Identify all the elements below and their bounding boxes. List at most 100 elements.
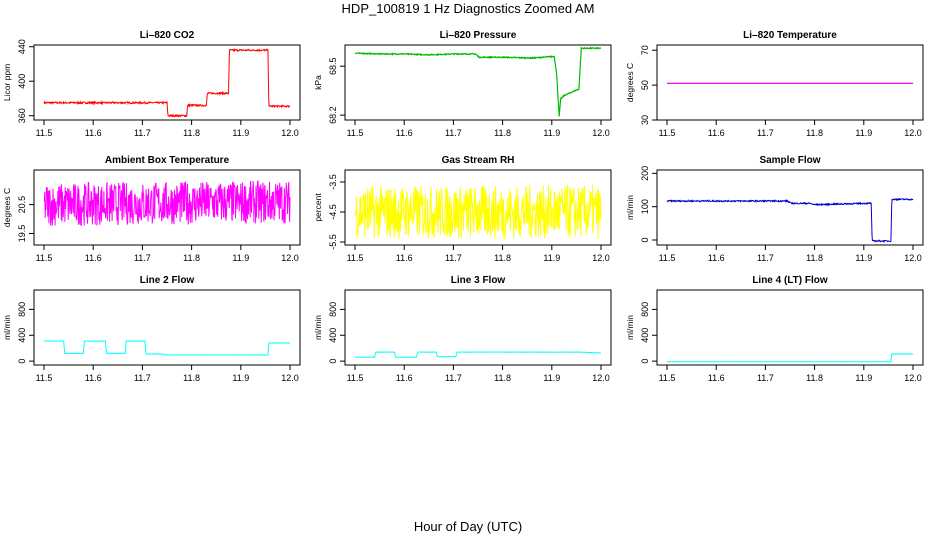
figure-xlabel: Hour of Day (UTC) — [414, 519, 522, 534]
y-axis-label: degrees C — [625, 63, 635, 102]
y-tick-label: 70 — [640, 45, 650, 55]
y-tick-label: 0 — [640, 237, 650, 242]
x-tick-label: 11.7 — [757, 128, 774, 138]
panel-title: Li–820 Pressure — [440, 30, 517, 41]
plot-frame — [33, 44, 301, 121]
x-tick-label: 11.8 — [494, 253, 511, 263]
y-axis-label: Licor ppm — [2, 64, 12, 101]
panel-title: Line 4 (LT) Flow — [752, 275, 828, 286]
y-tick-label: 800 — [640, 302, 650, 317]
y-tick-label: 400 — [328, 328, 338, 343]
x-tick-label: 11.8 — [183, 253, 200, 263]
x-tick-label: 11.8 — [494, 373, 511, 383]
figure-title: HDP_100819 1 Hz Diagnostics Zoomed AM — [342, 1, 595, 16]
y-tick-label: 440 — [17, 39, 27, 54]
x-tick-label: 11.8 — [183, 128, 200, 138]
panel-title: Li–820 Temperature — [743, 30, 837, 41]
x-tick-label: 11.5 — [347, 253, 364, 263]
x-tick-label: 11.6 — [85, 128, 102, 138]
x-tick-label: 11.6 — [396, 128, 413, 138]
x-tick-label: 11.9 — [855, 128, 872, 138]
x-tick-label: 11.7 — [445, 253, 462, 263]
x-tick-label: 11.6 — [85, 253, 102, 263]
y-tick-label: -5.5 — [328, 234, 338, 250]
chart-panel: Ambient Box Temperature degrees C 11.5 11.6… — [2, 155, 301, 263]
y-tick-label: 100 — [640, 199, 650, 214]
x-tick-label: 11.8 — [494, 128, 511, 138]
y-tick-label: -3.5 — [328, 174, 338, 190]
y-axis-label: ml/min — [625, 315, 635, 340]
y-axis-label: ml/min — [2, 315, 12, 340]
panel-title: Sample Flow — [759, 155, 820, 166]
x-tick-label: 11.9 — [232, 253, 249, 263]
x-tick-label: 11.9 — [543, 373, 560, 383]
plot-frame — [656, 44, 924, 121]
x-tick-label: 11.7 — [445, 128, 462, 138]
x-tick-label: 12.0 — [592, 373, 610, 383]
x-tick-label: 11.9 — [855, 253, 872, 263]
x-tick-label: 11.9 — [232, 373, 249, 383]
chart-panel: Li–820 Pressure kPa 11.5 11.6 11.7 11.8 11.9 12… — [313, 30, 612, 138]
x-tick-label: 11.5 — [659, 253, 676, 263]
x-tick-label: 11.5 — [659, 128, 676, 138]
y-tick-label: 19.5 — [17, 225, 27, 243]
series-line — [666, 197, 914, 243]
x-tick-label: 11.5 — [36, 253, 53, 263]
x-tick-label: 11.7 — [134, 128, 151, 138]
x-tick-label: 11.6 — [708, 253, 725, 263]
x-tick-label: 11.9 — [543, 253, 560, 263]
x-tick-label: 11.7 — [757, 253, 774, 263]
x-tick-label: 12.0 — [281, 253, 299, 263]
panel-title: Li–820 CO2 — [140, 30, 195, 41]
plot-frame — [656, 169, 924, 246]
plot-frame — [344, 169, 612, 246]
series-line — [666, 352, 914, 363]
x-tick-label: 12.0 — [281, 373, 299, 383]
plot-frame — [344, 44, 612, 121]
panel-title: Line 2 Flow — [140, 275, 195, 286]
y-tick-label: 0 — [17, 359, 27, 364]
y-tick-label: 68.2 — [328, 106, 338, 124]
y-tick-label: 0 — [640, 359, 650, 364]
series-line — [354, 46, 602, 117]
chart-panel: Sample Flow ml/min 11.5 11.6 11.7 11.8 11.9 12.… — [625, 155, 924, 263]
y-axis-label: kPa — [313, 75, 323, 90]
x-tick-label: 12.0 — [592, 253, 610, 263]
x-tick-label: 11.6 — [396, 373, 413, 383]
y-axis-label: ml/min — [313, 315, 323, 340]
x-tick-label: 11.9 — [855, 373, 872, 383]
x-tick-label: 11.7 — [134, 253, 151, 263]
y-tick-label: 20.5 — [17, 196, 27, 214]
series-line — [355, 351, 601, 358]
x-tick-label: 11.6 — [708, 373, 725, 383]
x-tick-label: 11.5 — [347, 373, 364, 383]
y-axis-label: percent — [313, 193, 323, 222]
y-tick-label: 30 — [640, 115, 650, 125]
y-tick-label: 0 — [328, 359, 338, 364]
x-tick-label: 11.8 — [806, 128, 823, 138]
x-tick-label: 12.0 — [281, 128, 299, 138]
x-tick-label: 11.5 — [659, 373, 676, 383]
x-tick-label: 11.5 — [36, 373, 53, 383]
chart-panel: Line 3 Flow ml/min 11.5 11.6 11.7 11.8 11.9 12.… — [313, 275, 612, 383]
plot-frame — [344, 289, 612, 366]
x-tick-label: 11.8 — [183, 373, 200, 383]
y-tick-label: 360 — [17, 108, 27, 123]
x-tick-label: 11.9 — [232, 128, 249, 138]
y-tick-label: 50 — [640, 80, 650, 90]
y-axis-label: degrees C — [2, 188, 12, 227]
chart-panel: Line 2 Flow ml/min 11.5 11.6 11.7 11.8 11.9 12.… — [2, 275, 301, 383]
x-tick-label: 11.6 — [85, 373, 102, 383]
x-tick-label: 11.8 — [806, 253, 823, 263]
chart-panel: Gas Stream RH percent 11.5 11.6 11.7 11.8 11.9… — [313, 155, 612, 263]
y-tick-label: 800 — [17, 302, 27, 317]
x-tick-label: 12.0 — [904, 253, 922, 263]
chart-panel: Line 4 (LT) Flow ml/min 11.5 11.6 11.7 11.8 11… — [625, 275, 924, 383]
x-tick-label: 11.5 — [347, 128, 364, 138]
x-tick-label: 12.0 — [904, 128, 922, 138]
series-line — [43, 47, 291, 119]
x-tick-label: 12.0 — [904, 373, 922, 383]
x-tick-label: 11.6 — [396, 253, 413, 263]
y-tick-label: 400 — [17, 328, 27, 343]
